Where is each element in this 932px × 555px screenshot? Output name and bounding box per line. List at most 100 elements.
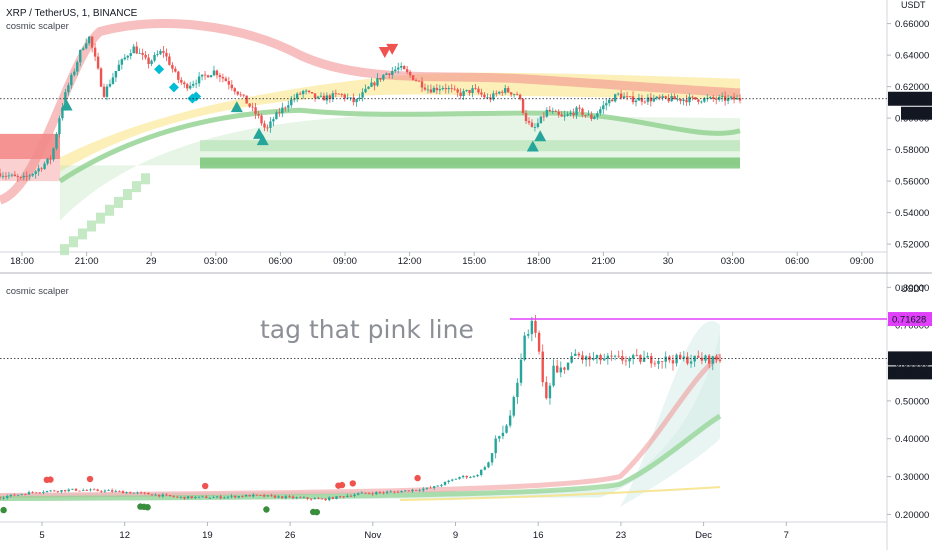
candle-body — [248, 495, 251, 497]
signal-markers — [0, 474, 421, 516]
candle-body — [443, 481, 447, 485]
candle-body — [631, 355, 635, 359]
countdown-label: 00:29 — [903, 109, 927, 120]
candle-body — [447, 480, 450, 482]
y-tick-label: 0.58000 — [895, 145, 929, 156]
candle-body — [100, 490, 103, 492]
candle-body — [203, 74, 207, 76]
candle-body — [667, 98, 670, 102]
candle-body — [43, 163, 46, 169]
candle-body — [0, 497, 2, 499]
candle-body — [153, 54, 156, 61]
candle-body — [70, 74, 73, 86]
candle-body — [110, 490, 114, 492]
candle-body — [688, 96, 691, 103]
candle-body — [563, 115, 566, 117]
x-tick-label: 03:00 — [204, 256, 228, 267]
candle-body — [201, 496, 204, 498]
candle-body — [679, 354, 682, 359]
candle-body — [578, 107, 581, 109]
candle-body — [27, 492, 31, 495]
candle-body — [129, 53, 132, 56]
candle-body — [584, 114, 587, 116]
candle-body — [712, 96, 715, 99]
candle-body — [172, 496, 175, 497]
candle-body — [346, 97, 349, 99]
candle-body — [492, 93, 495, 100]
candle-body — [245, 95, 248, 104]
candle-body — [474, 88, 477, 89]
x-tick-label: 06:00 — [269, 256, 293, 267]
candle-body — [262, 495, 266, 497]
candle-body — [593, 116, 596, 120]
candle-body — [49, 158, 52, 160]
candle-body — [157, 494, 161, 497]
candle-body — [495, 93, 498, 95]
x-tick-label: 16 — [533, 530, 544, 541]
candle-body — [480, 469, 483, 475]
candle-body — [450, 88, 453, 89]
candle-body — [107, 490, 110, 492]
candle-body — [704, 355, 707, 361]
candle-body — [536, 123, 540, 127]
candle-body — [313, 93, 317, 99]
candle-body — [159, 50, 162, 55]
y-tick-label: 0.66000 — [895, 19, 929, 30]
candle-body — [376, 77, 379, 86]
candle-body — [530, 320, 534, 335]
candle-body — [432, 87, 436, 93]
candle-body — [96, 489, 99, 491]
candle-body — [352, 97, 355, 103]
green-strip-upper — [200, 140, 740, 152]
candle-body — [715, 98, 718, 100]
candle-body — [288, 496, 291, 498]
candle-body — [649, 97, 653, 102]
candle-body — [548, 385, 552, 399]
candle-body — [577, 353, 581, 356]
buy-dot — [0, 506, 7, 514]
candle-body — [646, 355, 649, 358]
candle-body — [237, 496, 240, 498]
candle-body — [236, 91, 239, 95]
top-price-panel: USDT0.660000.640000.620000.600000.580000… — [0, 0, 932, 267]
candle-body — [7, 175, 11, 177]
candle-body — [508, 415, 512, 426]
candle-body — [60, 490, 63, 492]
candle-body — [331, 93, 335, 100]
candle-body — [505, 425, 508, 433]
x-tick-label: 5 — [39, 530, 44, 541]
candle-body — [458, 477, 461, 479]
candle-body — [111, 77, 115, 84]
candle-body — [316, 96, 320, 99]
candle-body — [605, 103, 608, 106]
candle-body — [512, 397, 515, 416]
candle-body — [328, 497, 331, 501]
candle-body — [551, 111, 554, 112]
candle-body — [523, 335, 526, 360]
candle-body — [255, 494, 259, 496]
price-unit-label: USDT — [901, 284, 926, 294]
candle-body — [700, 357, 704, 361]
candle-body — [465, 475, 468, 478]
candle-body — [317, 498, 320, 500]
candle-body — [174, 68, 177, 72]
candle-body — [545, 109, 549, 117]
candle-body — [49, 490, 52, 492]
candle-body — [619, 93, 623, 99]
candle-body — [226, 496, 230, 498]
buy-dot — [144, 504, 151, 511]
indicator-label-top: cosmic scalper — [6, 21, 69, 32]
candle-body — [358, 97, 361, 99]
candle-body — [46, 158, 49, 164]
candle-body — [162, 50, 165, 53]
candle-body — [176, 496, 179, 498]
candle-body — [700, 101, 703, 103]
candle-body — [738, 98, 742, 101]
candle-body — [402, 66, 406, 70]
candle-body — [338, 496, 342, 498]
buy-diamond — [168, 82, 179, 93]
candle-body — [679, 98, 682, 102]
candle-body — [227, 81, 231, 85]
candle-body — [435, 87, 439, 91]
